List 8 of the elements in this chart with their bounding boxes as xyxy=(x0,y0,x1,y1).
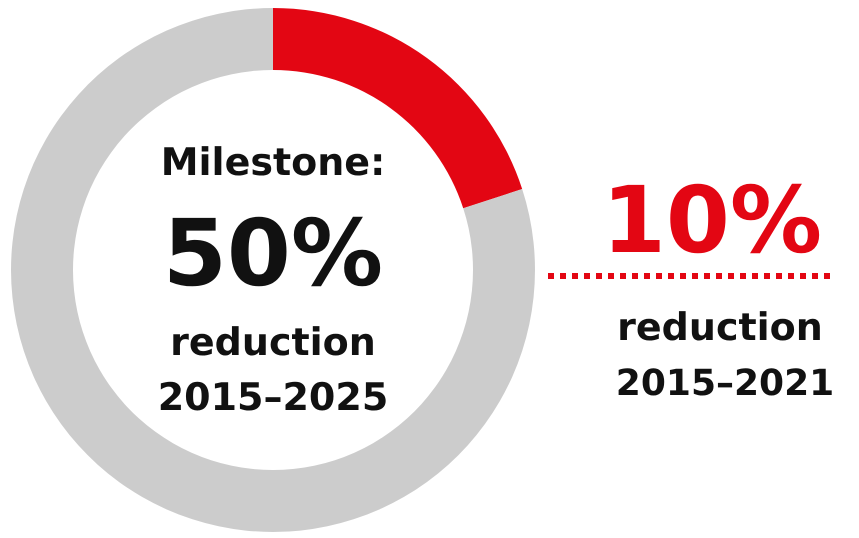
donut-slice xyxy=(11,8,535,532)
text: reduction xyxy=(170,320,376,364)
text: 10% xyxy=(602,167,822,274)
text: Milestone: xyxy=(160,140,386,184)
text: 2015–2025 xyxy=(158,375,388,419)
text: 2015–2021 xyxy=(616,363,834,404)
text: 50% xyxy=(162,200,384,307)
text: reduction xyxy=(617,305,823,349)
